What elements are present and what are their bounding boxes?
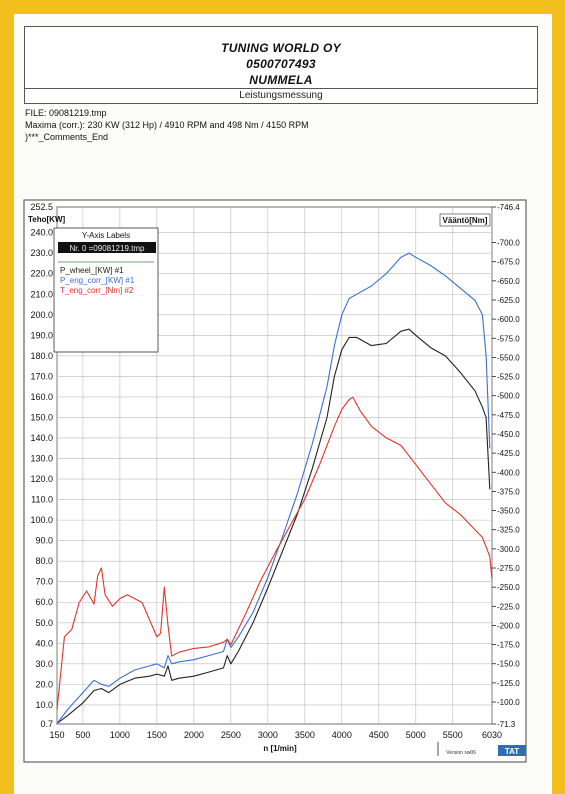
y-right-tick-label: -746.4 [497, 203, 520, 212]
report-header: TUNING WORLD OY 0500707493 NUMMELA Leist… [24, 26, 538, 104]
x-tick-label: 5500 [443, 730, 463, 740]
y-left-tick-label: 0.7 [40, 719, 53, 729]
y-left-tick-label: 140.0 [30, 433, 53, 443]
y-left-tick-label: 60.0 [35, 597, 53, 607]
y-left-tick-label: 210.0 [30, 289, 53, 299]
y-left-tick-label: 50.0 [35, 618, 53, 628]
legend-entry: T_eng_corr_[Nm] #2 [60, 286, 134, 295]
y-left-tick-label: 70.0 [35, 577, 53, 587]
legend: Y-Axis Labels Nr. 0 =09081219.tmp P_wheel_… [53, 227, 159, 353]
y-right-tick-label: -100.0 [497, 698, 520, 707]
y-left-tick-label: 120.0 [30, 474, 53, 484]
legend-entry: P_wheel_[KW] #1 [60, 266, 124, 275]
report-subtitle: Leistungsmessung [25, 88, 537, 103]
y-left-tick-label: 190.0 [30, 330, 53, 340]
y-right-tick-label: -575.0 [497, 334, 520, 343]
x-axis-title: n [1/min] [263, 744, 297, 753]
y-left-tick-label: 230.0 [30, 248, 53, 258]
y-right-tick-label: -375.0 [497, 487, 520, 496]
y-right-axis-title-box [439, 213, 491, 227]
y-right-tick-label: -425.0 [497, 449, 520, 458]
y-left-tick-label: 20.0 [35, 679, 53, 689]
company-name: TUNING WORLD OY [221, 41, 341, 55]
x-tick-label: 3500 [295, 730, 315, 740]
series-line-wheel-power [56, 328, 491, 724]
y-left-tick-label: 30.0 [35, 659, 53, 669]
y-right-tick-label: -225.0 [497, 602, 520, 611]
x-tick-label: 1000 [110, 730, 130, 740]
y-right-tick-label: -350.0 [497, 507, 520, 516]
y-right-tick-label: -400.0 [497, 468, 520, 477]
y-left-tick-label: 160.0 [30, 392, 53, 402]
version-label: Version sw06 [446, 750, 476, 756]
legend-file-entry: Nr. 0 =09081219.tmp [70, 244, 145, 253]
maxima-line: Maxima (corr.): 230 KW (312 Hp) / 4910 R… [25, 120, 309, 130]
y-right-tick-label: -600.0 [497, 315, 520, 324]
legend-title: Y-Axis Labels [82, 231, 130, 240]
y-left-tick-label: 10.0 [35, 700, 53, 710]
x-tick-label: 2500 [221, 730, 241, 740]
y-left-tick-label: 130.0 [30, 454, 53, 464]
y-left-tick-label: 100.0 [30, 515, 53, 525]
series-line-engine-torque [56, 396, 493, 710]
y-left-tick-label: 80.0 [35, 556, 53, 566]
comments-end: )***_Comments_End [25, 132, 109, 142]
x-tick-label: 6030 [482, 730, 502, 740]
x-tick-label: 2000 [184, 730, 204, 740]
x-tick-label: 4500 [369, 730, 389, 740]
y-right-tick-label: -250.0 [497, 583, 520, 592]
y-right-tick-label: -450.0 [497, 430, 520, 439]
y-left-tick-label: 150.0 [30, 412, 53, 422]
y-right-axis-title: Vääntö[Nm] [443, 216, 488, 225]
y-left-axis-title: Teho[KW] [28, 215, 66, 224]
y-left-tick-label: 220.0 [30, 269, 53, 279]
y-right-tick-label: -525.0 [497, 373, 520, 382]
y-right-tick-label: -675.0 [497, 258, 520, 267]
y-left-tick-label: 200.0 [30, 310, 53, 320]
legend-file-highlight [58, 242, 156, 253]
company-city: NUMMELA [249, 73, 313, 87]
y-right-tick-label: -175.0 [497, 641, 520, 650]
legend-entry: P_eng_corr_[KW] #1 [60, 276, 135, 285]
y-left-tick-label: 110.0 [31, 495, 53, 505]
series-line-engine-power [56, 252, 491, 724]
x-tick-label: 4000 [332, 730, 352, 740]
x-tick-label: 150 [49, 730, 64, 740]
x-tick-label: 5000 [406, 730, 426, 740]
x-tick-label: 3000 [258, 730, 278, 740]
brand-label: TAT [505, 747, 519, 756]
y-left-tick-label: 252.5 [30, 202, 53, 212]
y-right-tick-label: -125.0 [497, 679, 520, 688]
y-right-tick-label: -300.0 [497, 545, 520, 554]
y-right-tick-label: -550.0 [497, 353, 520, 362]
y-right-tick-label: -200.0 [497, 621, 520, 630]
y-right-tick-label: -500.0 [497, 392, 520, 401]
y-right-tick-label: -71.3 [497, 720, 516, 729]
y-left-tick-label: 90.0 [35, 536, 53, 546]
y-right-tick-label: -650.0 [497, 277, 520, 286]
y-left-tick-label: 170.0 [30, 371, 53, 381]
x-tick-label: 500 [75, 730, 90, 740]
y-right-tick-label: -325.0 [497, 526, 520, 535]
y-right-tick-label: -700.0 [497, 239, 520, 248]
x-tick-label: 1500 [147, 730, 167, 740]
y-right-tick-label: -625.0 [497, 296, 520, 305]
file-name: FILE: 09081219.tmp [25, 108, 107, 118]
brand-badge [498, 745, 526, 756]
y-left-tick-label: 40.0 [35, 638, 53, 648]
y-right-tick-label: -475.0 [497, 411, 520, 420]
y-left-tick-label: 180.0 [30, 351, 53, 361]
y-right-tick-label: -275.0 [497, 564, 520, 573]
y-left-tick-label: 240.0 [30, 228, 53, 238]
company-phone: 0500707493 [246, 57, 316, 71]
y-right-tick-label: -150.0 [497, 660, 520, 669]
